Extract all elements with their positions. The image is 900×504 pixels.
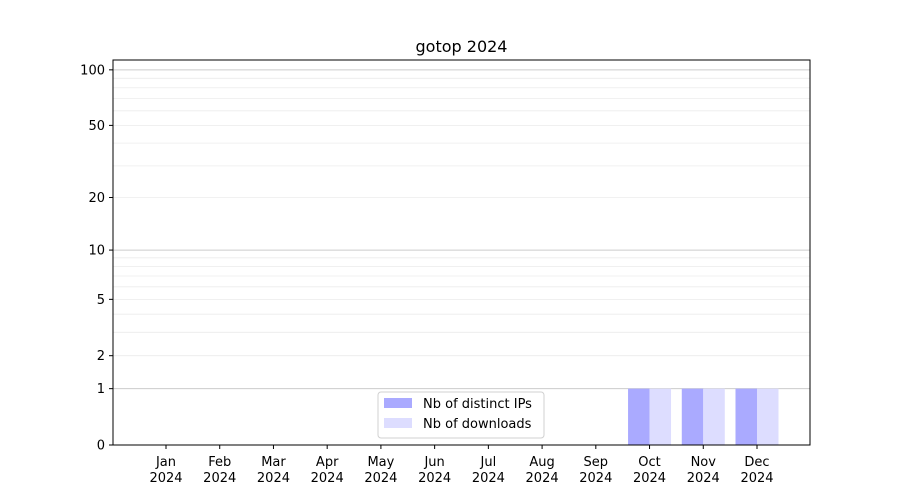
x-tick-label: Feb 2024 [203,455,236,486]
legend: Nb of distinct IPs Nb of downloads [377,391,545,439]
bar-distinct-ips [735,388,757,445]
y-tick-label: 5 [97,293,105,308]
chart-title: gotop 2024 [416,37,508,56]
legend-box [377,391,545,439]
x-tick-label: Sep 2024 [579,455,612,486]
x-tick-label: Nov 2024 [687,455,720,486]
y-tick-label: 100 [80,63,105,78]
x-tick-label: Dec 2024 [740,455,773,486]
y-tick-label: 1 [97,382,105,397]
x-tick-label: May 2024 [364,455,397,486]
legend-label: Nb of downloads [423,417,532,432]
x-tick-label: Jan 2024 [149,455,182,486]
x-tick-label: Aug 2024 [526,455,559,486]
x-tick-label: Jul 2024 [472,455,505,486]
bar-downloads [649,388,672,445]
plot-area-frame [112,59,811,446]
y-tick-label: 0 [97,439,105,454]
x-tick-label: Mar 2024 [257,455,290,486]
bar-distinct-ips [681,388,704,445]
bar-downloads [703,388,725,445]
bar-distinct-ips [628,388,650,445]
x-tick-label: Jun 2024 [418,455,451,486]
x-tick-label: Apr 2024 [311,455,344,486]
legend-swatch [384,418,412,428]
y-tick-label: 50 [88,119,105,134]
bar-downloads [757,388,779,445]
y-tick-label: 2 [97,349,105,364]
y-tick-label: 20 [88,191,105,206]
legend-swatch [384,398,412,408]
y-tick-label: 10 [88,244,105,259]
x-tick-label: Oct 2024 [633,455,666,486]
legend-label: Nb of distinct IPs [423,397,532,412]
